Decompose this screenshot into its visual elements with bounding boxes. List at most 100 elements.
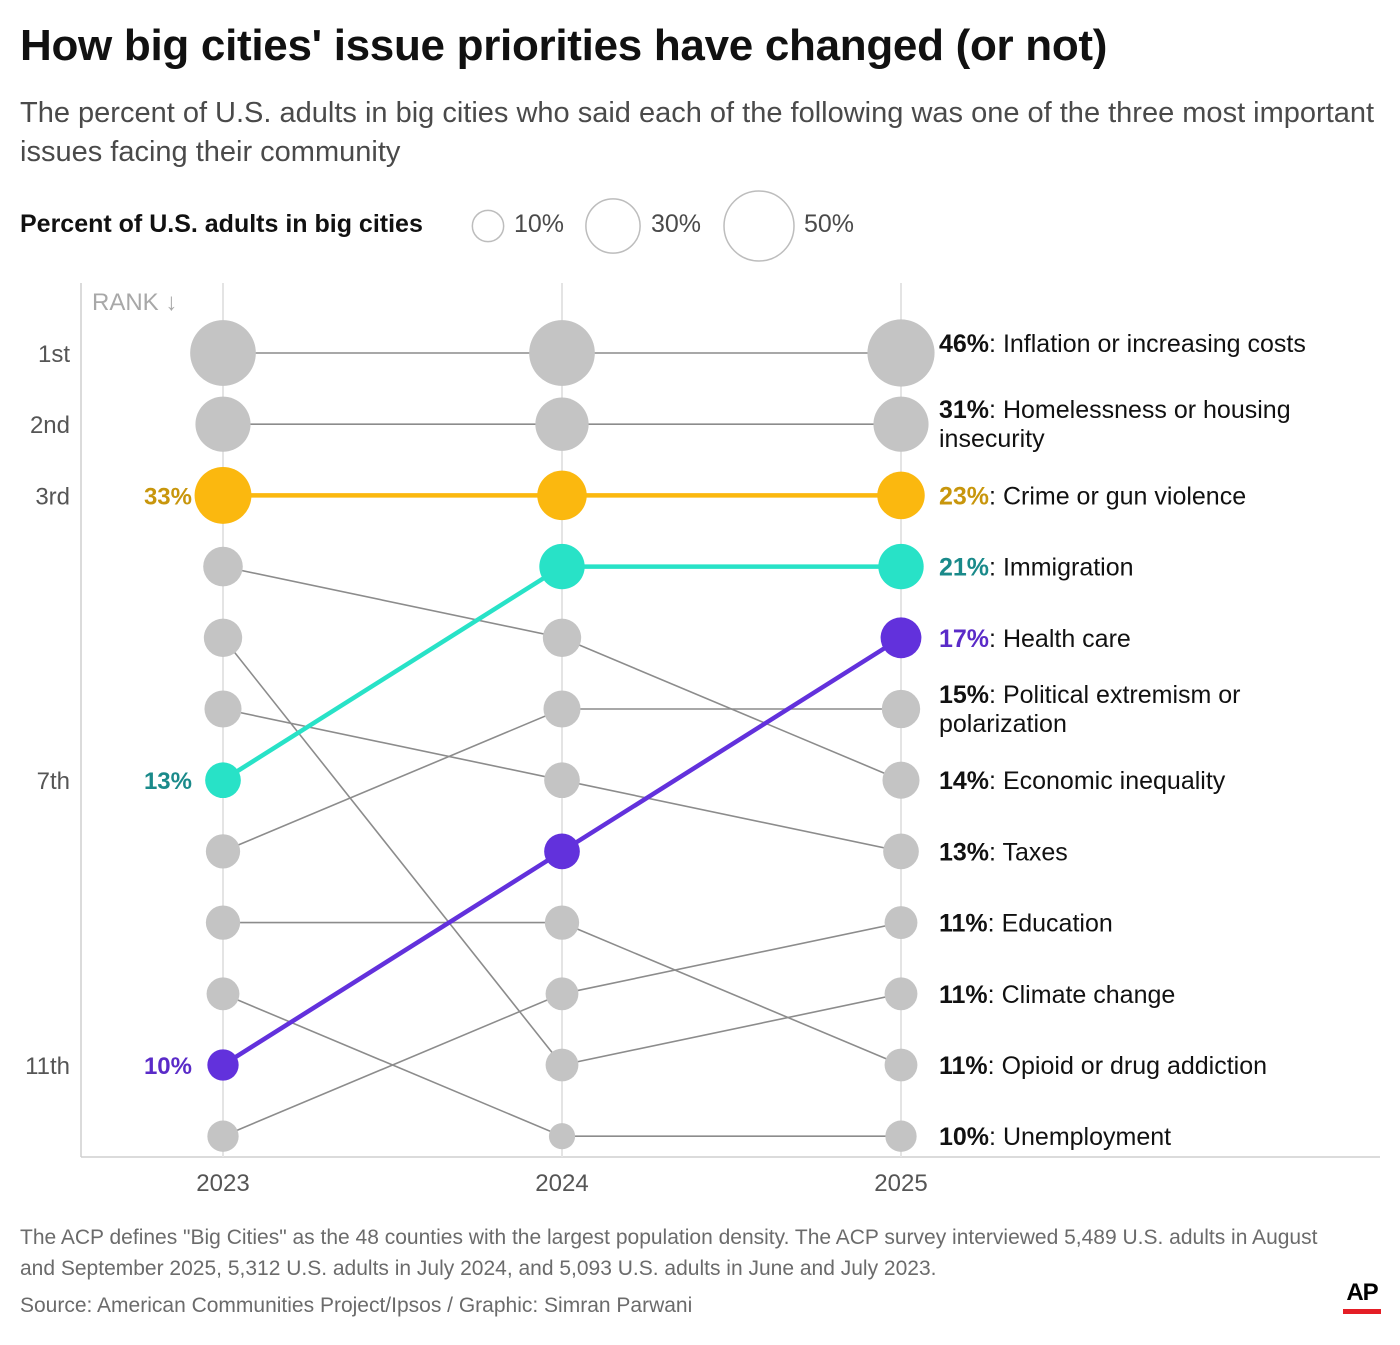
ap-logo: AP: [1343, 1280, 1381, 1314]
size-legend: Percent of U.S. adults in big cities 10%…: [20, 190, 1020, 262]
point-education-2025: [884, 906, 918, 940]
year-label-2023: 2023: [196, 1170, 249, 1197]
label-2025-value-unemployment: 10%: [939, 1123, 989, 1151]
point-crime-2023: [194, 466, 252, 524]
label-2025-value-climate: 11%: [939, 981, 988, 1009]
chart-subtitle: The percent of U.S. adults in big cities…: [20, 97, 1375, 168]
footnote: The ACP defines "Big Cities" as the 48 c…: [20, 1226, 1318, 1280]
label-2025-political: 15%: Political extremism or polarization: [939, 681, 1241, 738]
label-2025-value-inflation: 46%: [939, 330, 989, 358]
label-2025-opioid: 11%: Opioid or drug addiction: [939, 1052, 1267, 1080]
point-opioid-2024: [544, 905, 580, 940]
label-2025-value-education: 11%: [939, 910, 988, 938]
label-2023-immigration: 13%: [144, 768, 192, 795]
point-education-2023: [207, 1120, 239, 1152]
label-2025-value-homelessness: 31%: [939, 396, 989, 424]
label-2025-name-unemployment: Unemployment: [1003, 1123, 1171, 1151]
label-separator: :: [988, 981, 1002, 1009]
label-2025-immigration: 21%: Immigration: [939, 554, 1134, 582]
point-political-2023: [205, 834, 241, 869]
label-separator: :: [989, 482, 1003, 510]
label-separator: :: [989, 554, 1003, 582]
label-2025-name-education: Education: [1002, 910, 1113, 938]
point-unemployment-2024: [548, 1123, 576, 1150]
point-opioid-2025: [884, 1048, 918, 1082]
label-2025-name-political-line1: Political extremism or: [1003, 681, 1241, 709]
year-label-2025: 2025: [874, 1170, 927, 1197]
label-separator: :: [989, 625, 1003, 653]
label-2025-value-economic: 14%: [939, 767, 989, 795]
label-2025-name-immigration: Immigration: [1003, 554, 1134, 582]
point-immigration-2025: [878, 543, 924, 590]
point-political-2024: [543, 690, 581, 728]
rank-label-3rd: 3rd: [35, 483, 70, 510]
legend-label-50: 50%: [804, 210, 855, 238]
point-taxes-2025: [883, 833, 919, 870]
label-separator: :: [989, 681, 1003, 709]
point-homelessness-2023: [195, 396, 251, 452]
label-2023-health: 10%: [144, 1053, 192, 1080]
label-2025-value-opioid: 11%: [939, 1052, 988, 1080]
label-2025-health: 17%: Health care: [939, 625, 1131, 653]
label-separator: :: [988, 910, 1002, 938]
point-economic-2023: [203, 546, 243, 587]
legend-label-30: 30%: [651, 210, 702, 238]
label-separator: :: [989, 330, 1003, 358]
label-separator: :: [989, 767, 1003, 795]
label-2025-name-economic: Economic inequality: [1003, 767, 1226, 795]
label-2025-value-immigration: 21%: [939, 554, 989, 582]
point-economic-2025: [882, 761, 920, 799]
point-economic-2024: [542, 618, 582, 657]
source-credit: Source: American Communities Project/Ips…: [20, 1294, 693, 1317]
point-homelessness-2025: [873, 396, 929, 452]
label-separator: :: [989, 1123, 1003, 1151]
point-crime-2025: [877, 471, 925, 520]
rank-label-7th: 7th: [37, 768, 70, 795]
label-2025-climate: 11%: Climate change: [939, 981, 1175, 1009]
point-opioid-2023: [205, 905, 241, 940]
label-2025-crime: 23%: Crime or gun violence: [939, 482, 1246, 510]
point-unemployment-2023: [206, 977, 240, 1011]
point-education-2024: [545, 977, 579, 1011]
legend-circle-10: [471, 209, 505, 243]
label-2025-name-crime: Crime or gun violence: [1003, 482, 1246, 510]
label-2025-name-climate: Climate change: [1002, 981, 1176, 1009]
point-political-2025: [881, 689, 921, 729]
label-2025-name-inflation: Inflation or increasing costs: [1003, 330, 1306, 358]
label-2025-name-political-line2: polarization: [939, 710, 1067, 738]
point-climate-2024: [545, 1048, 579, 1082]
label-2025-value-crime: 23%: [939, 482, 989, 510]
ap-logo-text: AP: [1346, 1279, 1378, 1306]
point-crime-2024: [537, 470, 587, 521]
label-2025-value-taxes: 13%: [939, 838, 989, 866]
point-inflation-2024: [529, 320, 595, 386]
label-separator: :: [989, 838, 1002, 866]
point-climate-2025: [884, 977, 918, 1011]
point-homelessness-2024: [535, 397, 589, 451]
point-health-2024: [544, 833, 580, 870]
point-unemployment-2025: [885, 1120, 917, 1152]
rank-label-1st: 1st: [38, 341, 70, 368]
label-2025-homelessness: 31%: Homelessness or housing insecurity: [939, 396, 1291, 453]
rank-axis-label: RANK ↓: [92, 289, 177, 316]
label-separator: :: [988, 1052, 1002, 1080]
point-immigration-2023: [205, 762, 241, 799]
slope-chart: RANK ↓ 1st 2nd 3rd 7th 11th 2023 2024 2025 33% 13%…: [25, 283, 1380, 1197]
label-2025-name-opioid: Opioid or drug addiction: [1002, 1052, 1267, 1080]
point-climate-2023: [203, 618, 243, 657]
point-health-2025: [880, 617, 922, 659]
label-2025-value-political: 15%: [939, 681, 989, 709]
label-2025-inflation: 46%: Inflation or increasing costs: [939, 330, 1306, 358]
label-2025-education: 11%: Education: [939, 910, 1113, 938]
legend-circle-30: [585, 198, 641, 254]
label-2025-economic: 14%: Economic inequality: [939, 767, 1226, 795]
point-immigration-2024: [539, 543, 585, 590]
label-2025-name-homelessness-line1: Homelessness or housing: [1003, 396, 1291, 424]
point-taxes-2024: [544, 762, 580, 799]
label-2023-crime: 33%: [144, 483, 192, 510]
rank-label-2nd: 2nd: [30, 412, 70, 439]
point-inflation-2023: [190, 320, 256, 386]
label-2025-name-health: Health care: [1003, 625, 1131, 653]
label-2025-name-taxes: Taxes: [1003, 838, 1068, 866]
point-health-2023: [207, 1049, 239, 1081]
